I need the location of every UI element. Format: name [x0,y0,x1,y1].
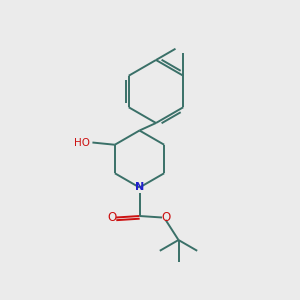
Text: O: O [108,211,117,224]
Text: N: N [135,182,144,193]
Text: O: O [162,211,171,224]
Text: HO: HO [74,137,90,148]
